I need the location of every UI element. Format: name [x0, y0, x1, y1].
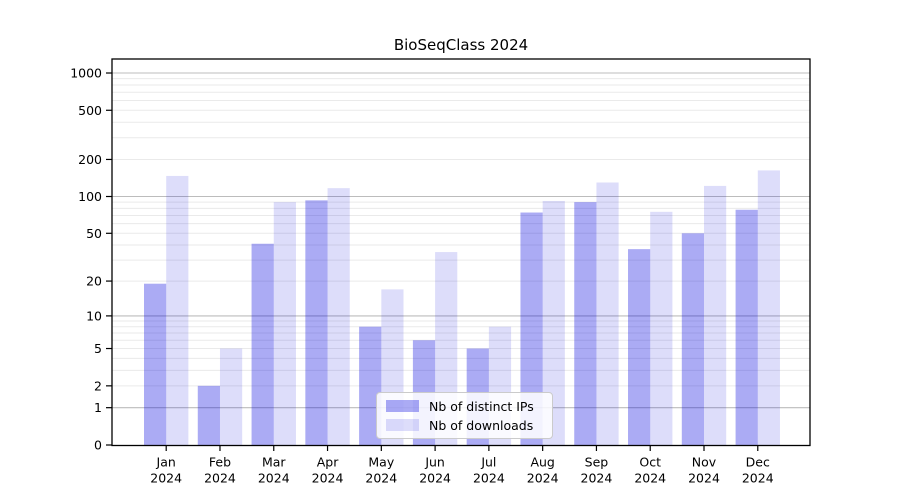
x-tick-label-month-nov: Nov: [692, 455, 717, 470]
legend-label-distinct-ips: Nb of distinct IPs: [429, 398, 534, 414]
legend-swatch-distinct-ips: [386, 400, 419, 412]
x-tick-label-month-dec: Dec: [746, 455, 770, 470]
bar-mar-distinct-ips: [251, 243, 274, 446]
y-tick-label-5: 5: [94, 341, 102, 356]
y-tick-label-1: 1: [94, 400, 102, 415]
x-tick-label-year-oct: 2024: [634, 471, 666, 486]
y-tick-label-500: 500: [78, 103, 102, 118]
x-tick-label-month-apr: Apr: [317, 455, 339, 470]
legend-row-downloads: Nb of downloads: [386, 418, 543, 433]
x-tick-label-month-mar: Mar: [262, 455, 286, 470]
legend-swatch-downloads: [386, 419, 419, 431]
bar-nov-distinct-ips: [681, 233, 704, 446]
y-tick-label-10: 10: [86, 308, 102, 323]
x-tick-label-month-jun: Jun: [424, 455, 445, 470]
plot-frame: [111, 58, 811, 447]
bar-apr-downloads: [327, 188, 350, 446]
x-tick-label-year-jun: 2024: [419, 471, 451, 486]
x-tick-label-month-aug: Aug: [530, 455, 554, 470]
legend-row-distinct-ips: Nb of distinct IPs: [386, 399, 543, 414]
bar-aug-distinct-ips: [520, 212, 543, 446]
chart-title: BioSeqClass 2024: [393, 36, 529, 54]
bar-nov-downloads: [704, 185, 727, 446]
bar-oct-downloads: [650, 211, 673, 446]
bar-sep-downloads: [596, 182, 619, 446]
x-tick-label-year-dec: 2024: [742, 471, 774, 486]
y-tick-label-2: 2: [94, 378, 102, 393]
x-tick-label-month-jul: Jul: [480, 455, 496, 470]
x-tick-label-month-feb: Feb: [209, 455, 231, 470]
x-tick-label-year-mar: 2024: [258, 471, 290, 486]
bar-aug-downloads: [542, 200, 565, 446]
bar-mar-downloads: [273, 202, 296, 446]
x-tick-label-year-feb: 2024: [204, 471, 236, 486]
bar-sep-distinct-ips: [574, 202, 597, 446]
x-tick-label-year-aug: 2024: [527, 471, 559, 486]
bar-feb-downloads: [219, 348, 243, 446]
x-tick-label-month-sep: Sep: [585, 455, 609, 470]
bar-may-distinct-ips: [359, 326, 382, 446]
x-tick-label-year-jan: 2024: [150, 471, 182, 486]
bar-jan-downloads: [166, 175, 189, 446]
bar-dec-downloads: [757, 170, 780, 446]
x-tick-label-year-nov: 2024: [688, 471, 720, 486]
y-tick-label-20: 20: [86, 274, 102, 289]
legend: Nb of distinct IPs Nb of downloads: [376, 392, 553, 439]
bar-feb-distinct-ips: [197, 385, 220, 446]
legend-label-downloads: Nb of downloads: [429, 417, 534, 433]
x-tick-label-month-may: May: [368, 455, 394, 470]
x-tick-label-month-jan: Jan: [156, 455, 176, 470]
x-tick-label-month-oct: Oct: [639, 455, 661, 470]
y-tick-label-100: 100: [78, 189, 102, 204]
x-tick-label-year-sep: 2024: [581, 471, 613, 486]
bar-oct-distinct-ips: [628, 249, 651, 446]
bar-jan-distinct-ips: [144, 283, 167, 446]
bar-dec-distinct-ips: [735, 209, 758, 446]
y-tick-label-1000: 1000: [70, 66, 102, 81]
x-tick-label-year-jul: 2024: [473, 471, 505, 486]
y-tick-label-50: 50: [86, 226, 102, 241]
y-tick-label-200: 200: [78, 152, 102, 167]
x-tick-label-year-apr: 2024: [312, 471, 344, 486]
x-tick-label-year-may: 2024: [365, 471, 397, 486]
y-tick-label-0: 0: [94, 438, 102, 453]
bar-apr-distinct-ips: [305, 200, 328, 446]
